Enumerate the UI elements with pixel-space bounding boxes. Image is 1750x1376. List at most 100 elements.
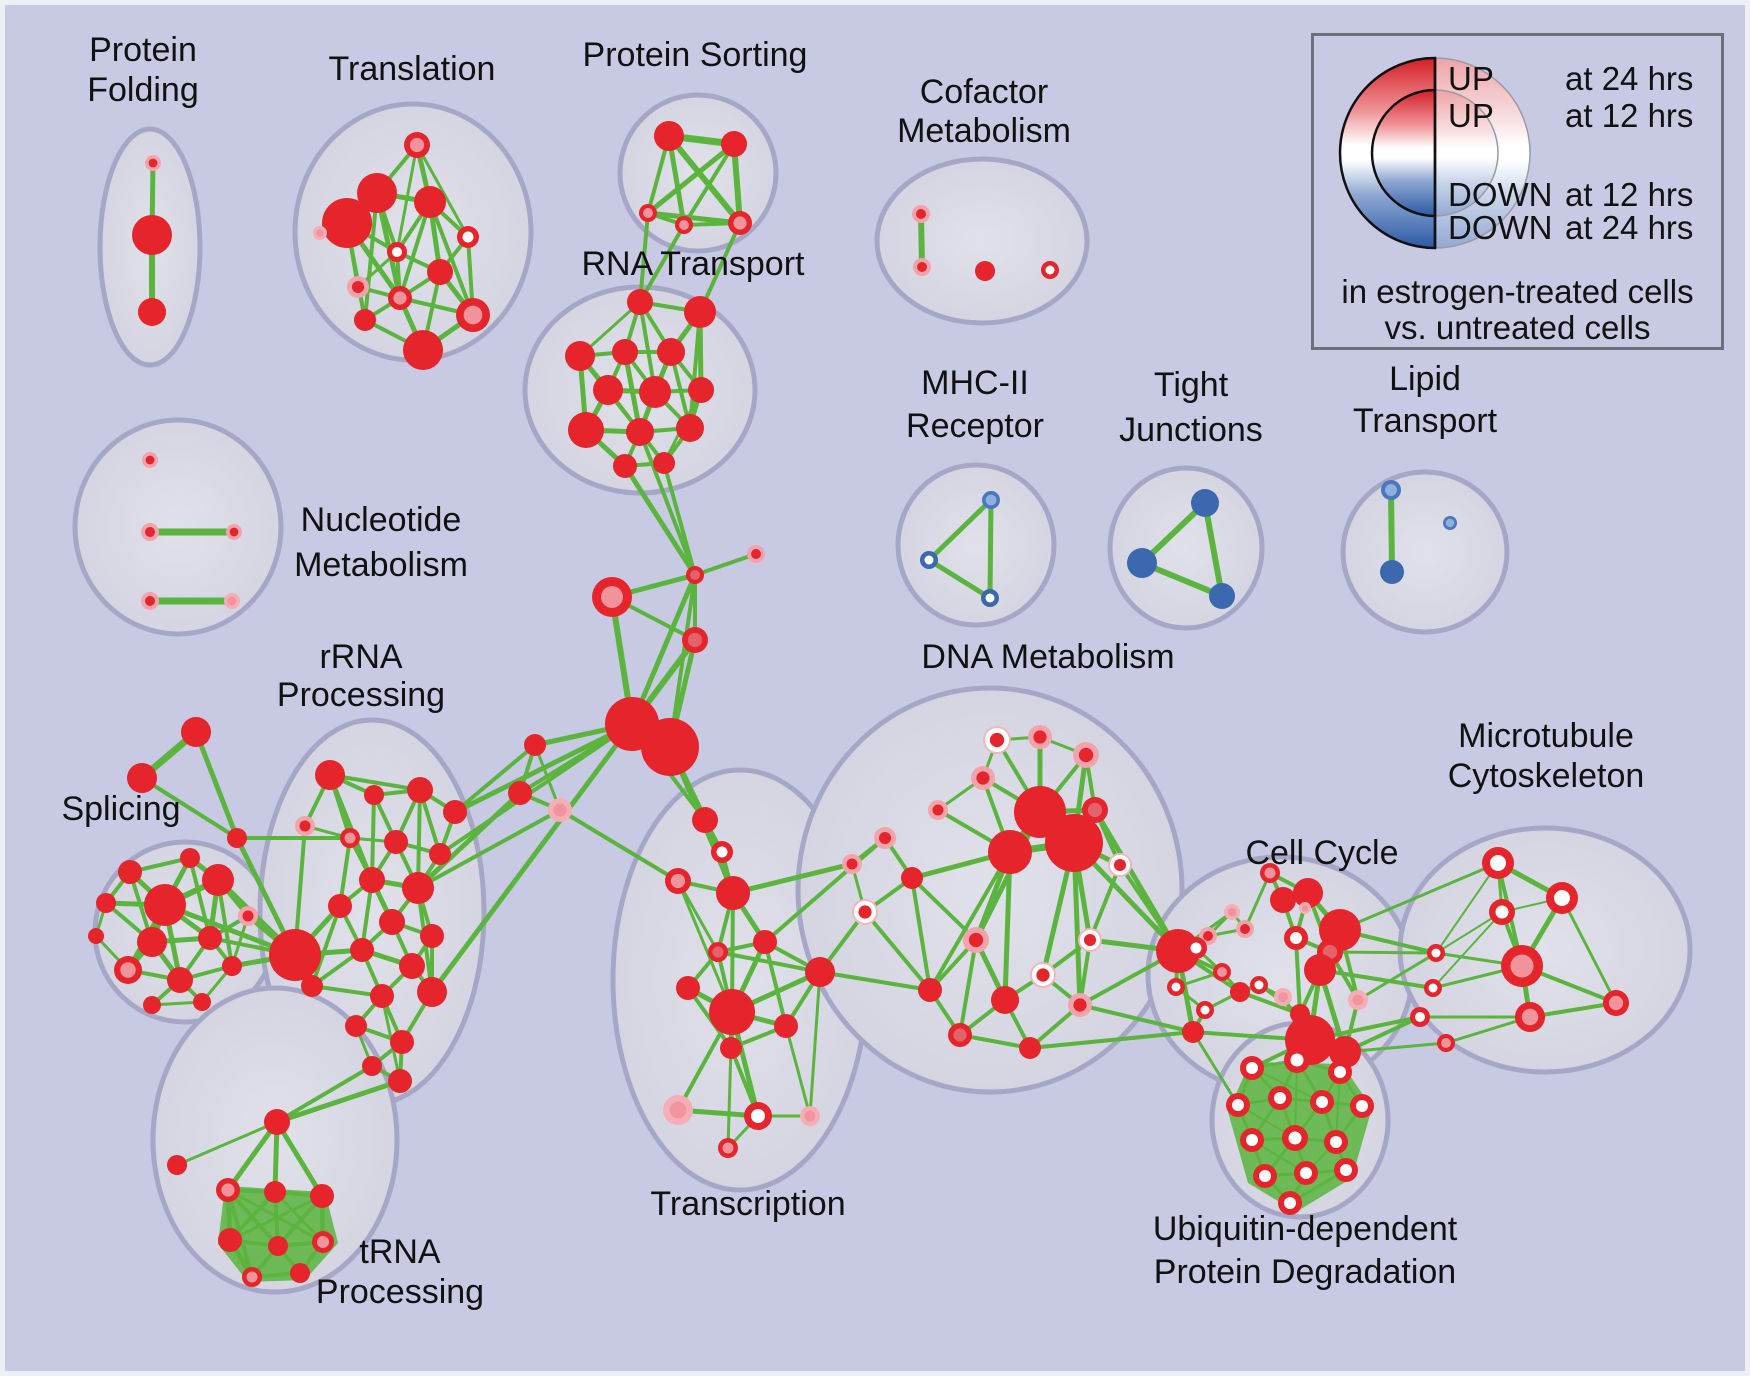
gene-node[interactable] (295, 816, 315, 836)
gene-node[interactable] (1253, 1164, 1277, 1188)
gene-node[interactable] (362, 1056, 382, 1076)
gene-node[interactable] (1299, 902, 1311, 914)
gene-node[interactable] (370, 984, 394, 1008)
gene-node[interactable] (1073, 742, 1099, 768)
gene-node[interactable] (96, 893, 116, 913)
gene-node[interactable] (359, 867, 385, 893)
gene-node[interactable] (313, 226, 327, 240)
gene-node[interactable] (709, 989, 755, 1035)
gene-node[interactable] (427, 259, 453, 285)
gene-node[interactable] (774, 1014, 798, 1038)
gene-node[interactable] (312, 1231, 334, 1253)
gene-node[interactable] (991, 986, 1019, 1014)
gene-node[interactable] (901, 867, 923, 889)
gene-node[interactable] (1041, 261, 1059, 279)
gene-node[interactable] (242, 1267, 262, 1287)
gene-node[interactable] (1213, 963, 1231, 981)
gene-node[interactable] (657, 338, 685, 366)
gene-node[interactable] (180, 848, 200, 868)
gene-node[interactable] (1167, 978, 1185, 996)
gene-node[interactable] (202, 864, 234, 896)
gene-node[interactable] (524, 734, 546, 756)
gene-node[interactable] (290, 1263, 310, 1283)
gene-node[interactable] (874, 827, 896, 849)
gene-node[interactable] (1410, 1007, 1430, 1027)
gene-node[interactable] (118, 860, 142, 884)
gene-node[interactable] (1240, 1128, 1264, 1152)
gene-node[interactable] (429, 843, 451, 865)
gene-node[interactable] (143, 996, 161, 1014)
gene-node[interactable] (711, 841, 733, 863)
gene-node[interactable] (684, 296, 716, 328)
gene-node[interactable] (193, 993, 211, 1011)
gene-node[interactable] (1182, 1021, 1204, 1043)
gene-node[interactable] (627, 289, 653, 315)
gene-node[interactable] (948, 1023, 972, 1047)
gene-node[interactable] (682, 627, 708, 653)
gene-node[interactable] (981, 589, 999, 607)
gene-node[interactable] (456, 298, 490, 332)
gene-node[interactable] (350, 938, 374, 962)
gene-node[interactable] (721, 131, 747, 157)
gene-node[interactable] (676, 976, 700, 1000)
gene-node[interactable] (181, 717, 211, 747)
gene-node[interactable] (983, 726, 1011, 754)
gene-node[interactable] (1224, 904, 1240, 920)
gene-node[interactable] (1437, 1034, 1455, 1052)
gene-node[interactable] (928, 800, 948, 820)
gene-node[interactable] (653, 452, 675, 474)
gene-node[interactable] (641, 718, 699, 776)
gene-node[interactable] (676, 414, 704, 442)
gene-node[interactable] (357, 173, 397, 213)
gene-node[interactable] (988, 830, 1032, 874)
gene-node[interactable] (1381, 480, 1401, 500)
gene-node[interactable] (1240, 1056, 1264, 1080)
gene-node[interactable] (675, 216, 693, 234)
gene-node[interactable] (1380, 560, 1404, 584)
gene-node[interactable] (800, 1106, 820, 1126)
gene-node[interactable] (708, 942, 728, 962)
gene-node[interactable] (216, 1178, 240, 1202)
gene-node[interactable] (852, 899, 878, 925)
gene-node[interactable] (399, 953, 425, 979)
gene-node[interactable] (1310, 1090, 1334, 1114)
gene-node[interactable] (1270, 887, 1296, 913)
gene-node[interactable] (971, 766, 995, 790)
gene-node[interactable] (918, 978, 942, 1002)
gene-node[interactable] (402, 872, 434, 904)
gene-node[interactable] (720, 1037, 742, 1059)
gene-node[interactable] (218, 1228, 242, 1252)
gene-node[interactable] (1274, 988, 1292, 1006)
gene-node[interactable] (264, 1109, 290, 1135)
gene-node[interactable] (345, 1015, 367, 1037)
gene-node[interactable] (1515, 1002, 1545, 1032)
gene-node[interactable] (420, 924, 444, 948)
gene-node[interactable] (565, 341, 595, 371)
gene-node[interactable] (88, 928, 104, 944)
gene-node[interactable] (975, 261, 995, 281)
gene-node[interactable] (1304, 954, 1336, 986)
gene-node[interactable] (390, 1030, 414, 1054)
gene-node[interactable] (688, 377, 714, 403)
gene-node[interactable] (137, 927, 167, 957)
gene-node[interactable] (982, 491, 1000, 509)
gene-node[interactable] (686, 566, 704, 584)
gene-node[interactable] (198, 926, 222, 950)
gene-node[interactable] (612, 339, 638, 365)
gene-node[interactable] (639, 376, 671, 408)
gene-node[interactable] (1293, 878, 1323, 908)
gene-node[interactable] (404, 132, 430, 158)
gene-node[interactable] (388, 286, 412, 310)
gene-node[interactable] (1424, 979, 1442, 997)
gene-node[interactable] (626, 418, 654, 446)
gene-node[interactable] (654, 121, 684, 151)
gene-node[interactable] (1028, 725, 1052, 749)
gene-node[interactable] (728, 211, 752, 235)
gene-node[interactable] (167, 967, 193, 993)
gene-node[interactable] (347, 276, 369, 298)
gene-node[interactable] (1030, 962, 1056, 988)
gene-node[interactable] (913, 258, 931, 276)
gene-node[interactable] (1226, 1093, 1250, 1117)
gene-node[interactable] (716, 876, 750, 910)
gene-node[interactable] (663, 1095, 693, 1125)
